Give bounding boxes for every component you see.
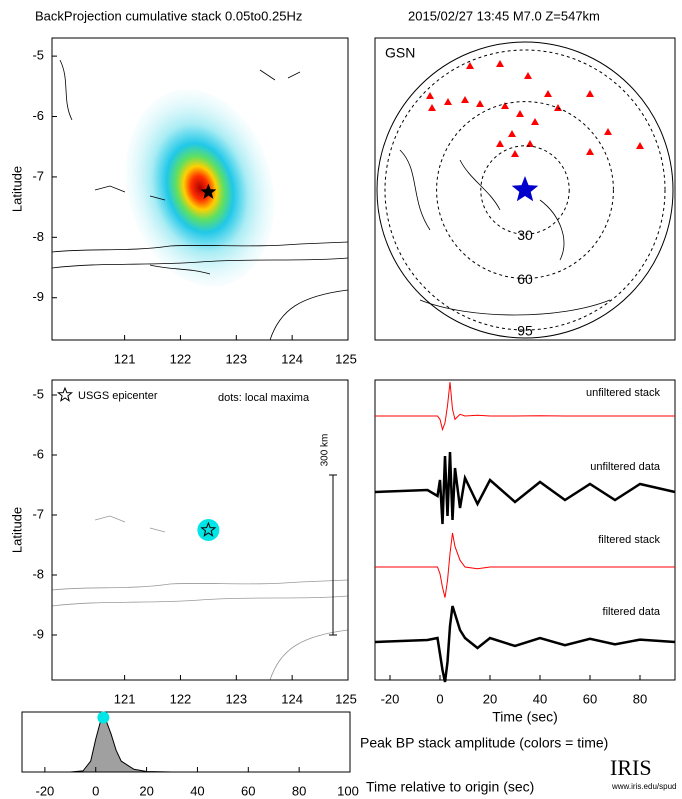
y-axis-label: Latitude [9,166,24,212]
ring-label: 60 [517,271,533,287]
local-maximum [197,519,220,541]
distance-ring [436,101,614,279]
scale-label: 300 km [320,434,331,467]
x-tick-label: 20 [483,691,497,706]
legend-label: USGS epicenter [78,390,158,402]
peak-marker [97,711,110,724]
y-tick-label: -5 [32,386,44,401]
x-tick-label: -20 [35,783,54,798]
x-axis-label: Time relative to origin (sec) [366,779,534,795]
x-tick-label: 80 [292,783,306,798]
stations [426,60,644,157]
distance-ring [384,49,666,331]
trace-label: unfiltered stack [586,387,660,399]
y-tick-label: -5 [32,48,44,63]
trace [374,451,676,525]
trace-label: filtered data [603,606,661,618]
y-tick-label: -8 [32,229,44,244]
x-tick-label: 122 [170,351,192,366]
x-tick-label: 40 [190,783,204,798]
x-tick-label: 60 [241,783,255,798]
x-tick-label: 40 [533,691,547,706]
map-background [51,515,349,681]
x-tick-label: 121 [114,351,136,366]
x-tick-label: 125 [335,351,357,366]
frame [21,711,351,773]
x-tick-label: 123 [225,691,247,706]
x-axis-label: Time (sec) [492,709,558,725]
map-background [51,59,349,341]
title: BackProjection cumulative stack 0.05to0.… [35,8,302,23]
x-tick-label: 100 [337,783,359,798]
panel-title: GSN [385,45,415,61]
x-tick-label: -20 [381,691,400,706]
event-info: 2015/02/27 13:45 M7.0 Z=547km [408,8,600,23]
x-tick-label: 0 [436,691,443,706]
frame [374,37,676,341]
y-tick-label: -6 [32,108,44,123]
logo: IRIS [610,755,652,780]
x-tick-label: 60 [583,691,597,706]
x-tick-label: 124 [281,351,303,366]
trace [375,532,675,598]
frame [51,37,349,341]
polar-coast [399,149,611,316]
x-tick-label: 124 [281,691,303,706]
outer-ring [376,41,674,339]
panel-title: Peak BP stack amplitude (colors = time) [360,735,608,751]
ring-label: 95 [517,323,533,339]
y-tick-label: -8 [32,566,44,581]
y-tick-label: -9 [32,289,44,304]
legend-star [56,386,74,402]
y-tick-label: -9 [32,626,44,641]
x-tick-label: 0 [92,783,99,798]
epicenter [511,176,539,202]
ring-label: 30 [517,227,533,243]
legend-label: dots: local maxima [218,392,310,404]
frame [51,379,349,681]
epicenter [200,521,217,537]
y-tick-label: -7 [32,168,44,183]
y-tick-label: -6 [32,446,44,461]
epicenter [200,183,217,199]
y-axis-label: Latitude [9,507,24,553]
trace-label: filtered stack [598,534,660,546]
frame [374,379,676,681]
logo-url: www.iris.edu/spud [611,782,676,791]
trace [374,605,676,683]
x-tick-label: 125 [335,691,357,706]
x-tick-label: 122 [170,691,192,706]
distance-ring [480,145,570,235]
x-tick-label: 80 [633,691,647,706]
x-tick-label: 121 [114,691,136,706]
x-tick-label: 123 [225,351,247,366]
x-tick-label: 20 [139,783,153,798]
y-tick-label: -7 [32,506,44,521]
amplitude-area [22,716,350,773]
trace-label: unfiltered data [590,461,661,473]
trace [375,381,675,432]
